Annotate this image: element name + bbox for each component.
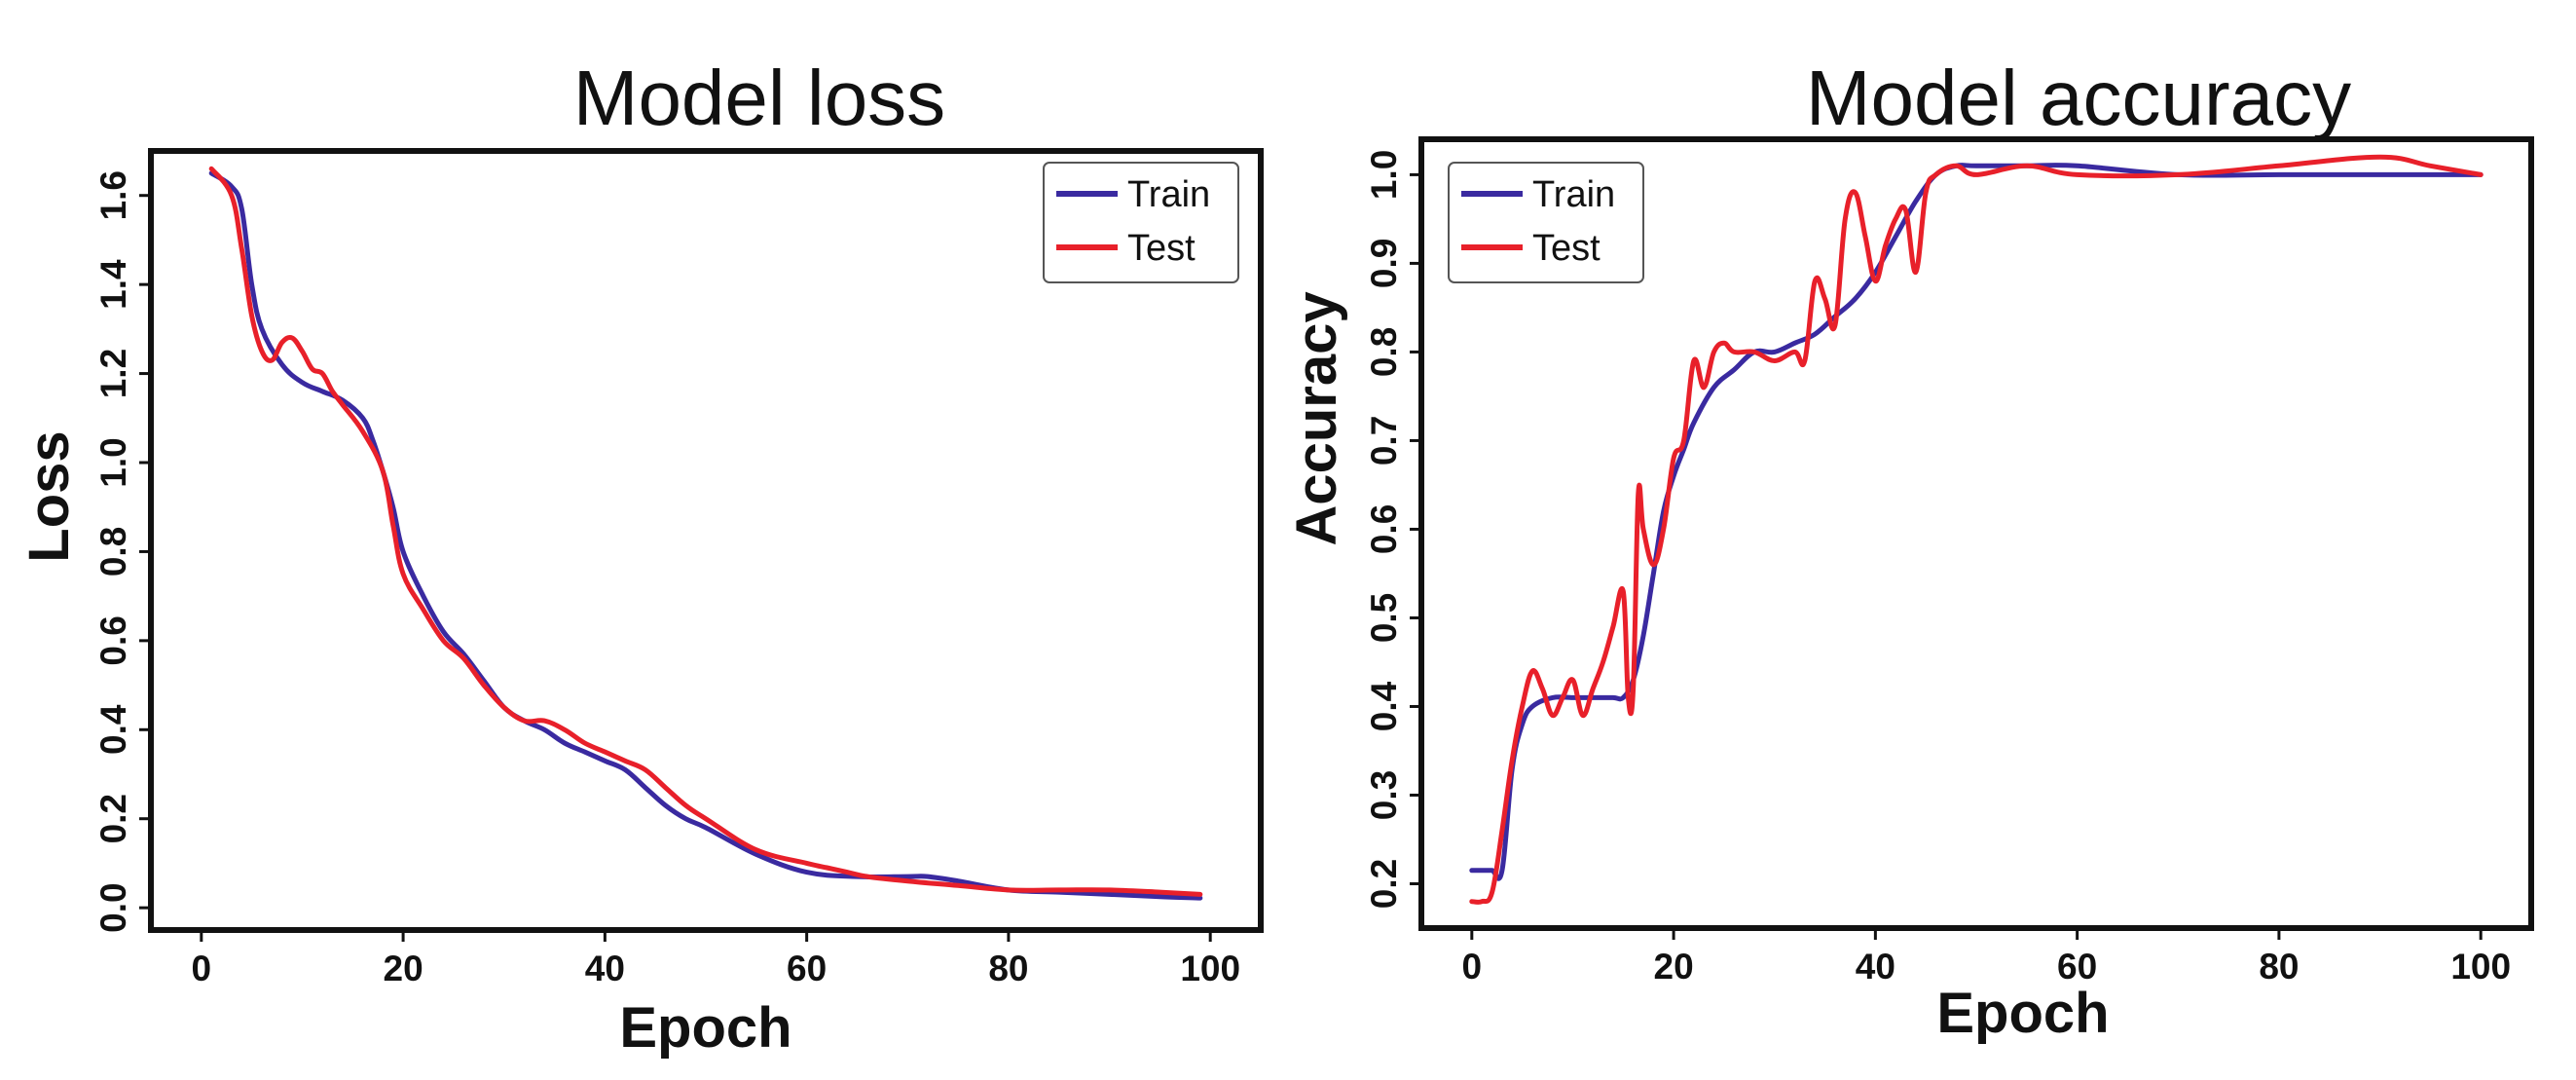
accuracy-x-axis-label: Epoch	[1936, 982, 2109, 1045]
loss-x-ticks: 0 20 40 60 80 100	[192, 933, 1240, 988]
loss-x-tick-label: 0	[192, 949, 212, 988]
loss-x-tick-label: 20	[384, 949, 423, 988]
accuracy-y-axis-label: Accuracy	[1285, 291, 1348, 545]
accuracy-y-tick-label: 0.4	[1364, 681, 1404, 731]
loss-y-tick-label: 1.6	[93, 170, 133, 220]
accuracy-x-tick-label: 80	[2259, 947, 2299, 987]
accuracy-series-train-line	[1469, 163, 2484, 881]
accuracy-x-tick-label: 100	[2450, 947, 2511, 987]
loss-x-tick-label: 100	[1180, 949, 1240, 988]
accuracy-series-test-line	[1469, 154, 2484, 905]
loss-legend-train-label: Train	[1127, 174, 1210, 215]
accuracy-series-lines	[1469, 154, 2484, 905]
loss-y-tick-label: 1.0	[93, 437, 133, 487]
loss-y-tick-label: 0.4	[93, 704, 133, 755]
accuracy-y-tick-label: 1.0	[1364, 150, 1404, 200]
accuracy-legend: Train Test	[1448, 162, 1644, 283]
loss-legend: Train Test	[1043, 162, 1239, 283]
loss-y-ticks: 0.0 0.2 0.4 0.6 0.8 1.0 1.2 1.4 1.6	[93, 170, 148, 933]
accuracy-y-tick-label: 0.7	[1364, 416, 1404, 466]
loss-y-tick-label: 0.0	[93, 882, 133, 932]
accuracy-legend-test-label: Test	[1532, 228, 1601, 269]
accuracy-y-tick-label: 0.6	[1364, 504, 1404, 554]
loss-series-train-line	[208, 170, 1203, 901]
accuracy-x-tick-label: 0	[1462, 947, 1483, 987]
accuracy-x-tick-label: 60	[2057, 947, 2097, 987]
loss-series-lines	[208, 166, 1203, 901]
loss-series-test-line	[208, 166, 1203, 897]
accuracy-y-tick-label: 0.5	[1364, 593, 1404, 643]
loss-y-tick-label: 1.2	[93, 349, 133, 398]
loss-y-axis-label: Loss	[18, 430, 81, 562]
accuracy-y-tick-label: 0.8	[1364, 327, 1404, 377]
loss-y-tick-label: 0.8	[93, 527, 133, 577]
loss-x-axis-label: Epoch	[619, 996, 791, 1060]
loss-chart-title: Model loss	[573, 55, 945, 141]
accuracy-x-tick-label: 40	[1856, 947, 1895, 987]
accuracy-x-ticks: 0 20 40 60 80 100	[1462, 931, 2511, 987]
accuracy-y-ticks: 0.2 0.3 0.4 0.5 0.6 0.7 0.8 0.9 1.0	[1364, 150, 1418, 909]
accuracy-plot-frame	[1418, 136, 2534, 931]
loss-x-tick-label: 80	[988, 949, 1028, 988]
loss-y-tick-label: 0.2	[93, 794, 133, 843]
loss-y-tick-label: 1.4	[93, 259, 133, 310]
accuracy-chart: Model accuracy 0 20 40 60 80 100 0.2 0.3 0.4 0.5…	[1285, 55, 2534, 1045]
loss-x-tick-label: 60	[787, 949, 827, 988]
accuracy-legend-train-label: Train	[1532, 174, 1615, 215]
loss-legend-test-label: Test	[1127, 228, 1196, 269]
loss-x-tick-label: 40	[585, 949, 625, 988]
accuracy-y-tick-label: 0.2	[1364, 859, 1404, 909]
loss-y-tick-label: 0.6	[93, 615, 133, 665]
accuracy-x-tick-label: 20	[1654, 947, 1694, 987]
accuracy-y-tick-label: 0.9	[1364, 239, 1404, 288]
accuracy-chart-title: Model accuracy	[1806, 55, 2351, 141]
loss-chart: Model loss 0 20 40 60 80 100 0.0 0.2 0.4 0.6 0.8 1…	[18, 55, 1264, 1060]
loss-plot-frame	[148, 148, 1264, 933]
accuracy-y-tick-label: 0.3	[1364, 770, 1404, 820]
